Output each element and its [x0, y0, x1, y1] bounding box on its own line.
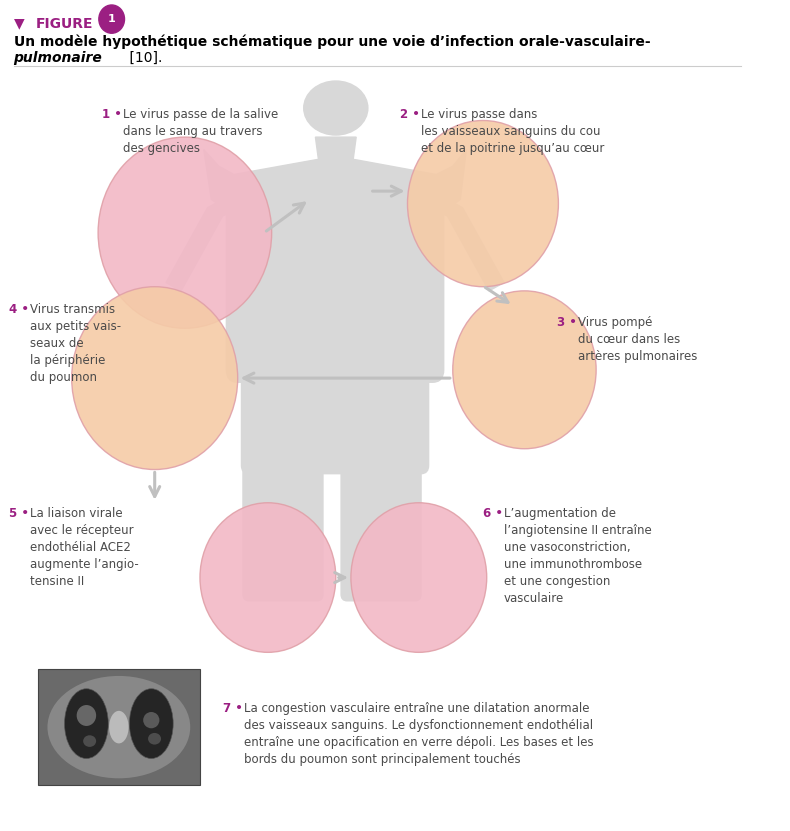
Text: Le virus passe de la salive
dans le sang au travers
des gencives: Le virus passe de la salive dans le sang…: [123, 108, 278, 155]
Text: L’augmentation de
l’angiotensine II entraîne
une vasoconstriction,
une immunothr: L’augmentation de l’angiotensine II entr…: [504, 507, 652, 605]
FancyBboxPatch shape: [227, 179, 444, 382]
Ellipse shape: [130, 689, 173, 759]
Text: 2 •: 2 •: [400, 108, 419, 121]
Text: 1: 1: [107, 14, 115, 24]
Text: [10].: [10].: [125, 51, 162, 65]
Text: 1 •: 1 •: [102, 108, 122, 121]
FancyBboxPatch shape: [243, 446, 323, 601]
Polygon shape: [315, 137, 356, 160]
Circle shape: [453, 291, 596, 449]
Ellipse shape: [83, 735, 96, 747]
Ellipse shape: [77, 705, 96, 726]
Text: Virus transmis
aux petits vais-
seaux de
la périphérie
du poumon: Virus transmis aux petits vais- seaux de…: [30, 303, 122, 384]
Circle shape: [98, 137, 272, 328]
Text: La liaison virale
avec le récepteur
endothélial ACE2
augmente l’angio-
tensine I: La liaison virale avec le récepteur endo…: [30, 507, 139, 588]
Text: pulmonaire: pulmonaire: [13, 51, 103, 65]
Ellipse shape: [109, 711, 129, 744]
Circle shape: [200, 503, 336, 652]
FancyBboxPatch shape: [242, 353, 429, 474]
Text: 6 •: 6 •: [483, 507, 503, 520]
Text: 3 •: 3 •: [557, 316, 577, 329]
Circle shape: [72, 287, 238, 470]
Text: 7 •: 7 •: [223, 702, 243, 715]
Text: Le virus passe dans
les vaisseaux sanguins du cou
et de la poitrine jusqu’au cœu: Le virus passe dans les vaisseaux sangui…: [421, 108, 604, 155]
Text: FIGURE: FIGURE: [36, 17, 94, 31]
FancyBboxPatch shape: [341, 446, 421, 601]
Text: La congestion vasculaire entraîne une dilatation anormale
des vaisseaux sanguins: La congestion vasculaire entraîne une di…: [244, 702, 593, 766]
Text: 5 •: 5 •: [9, 507, 29, 520]
Text: Un modèle hypothétique schématique pour une voie d’infection orale-vasculaire-: Un modèle hypothétique schématique pour …: [13, 35, 650, 49]
Ellipse shape: [303, 81, 368, 135]
Polygon shape: [166, 191, 253, 291]
Circle shape: [99, 5, 125, 33]
Polygon shape: [204, 150, 466, 224]
Text: Virus pompé
du cœur dans les
artères pulmonaires: Virus pompé du cœur dans les artères pul…: [578, 316, 698, 363]
Circle shape: [351, 503, 487, 652]
FancyBboxPatch shape: [38, 669, 200, 785]
Text: ▼: ▼: [13, 17, 24, 31]
Ellipse shape: [143, 712, 160, 728]
Text: 4 •: 4 •: [9, 303, 29, 317]
Ellipse shape: [148, 733, 161, 745]
Polygon shape: [417, 191, 504, 291]
Ellipse shape: [65, 689, 108, 759]
Ellipse shape: [47, 676, 190, 779]
Circle shape: [408, 120, 559, 287]
